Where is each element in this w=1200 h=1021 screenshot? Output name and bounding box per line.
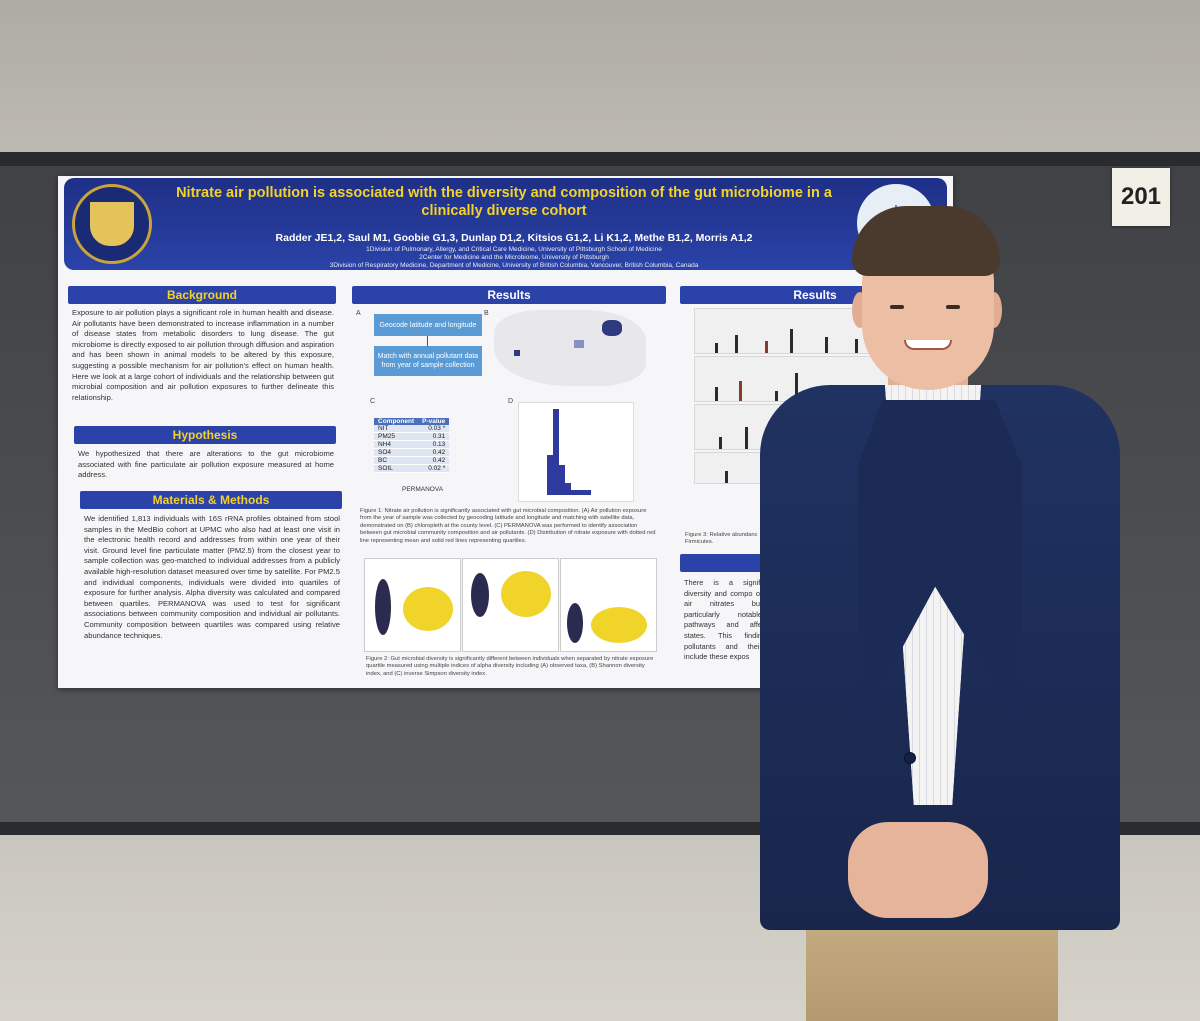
- flow-step-geocode: Geocode latitude and longitude: [374, 314, 482, 336]
- wall: [0, 0, 1200, 155]
- permanova-table: Component P-value NIT 0.03 * PM25 0.31 NH4…: [374, 418, 450, 473]
- methods-header: Materials & Methods: [80, 491, 342, 509]
- university-seal-icon: [72, 184, 152, 264]
- background-header: Background: [68, 286, 336, 304]
- flow-step-match: Match with annual pollutant data from ye…: [374, 346, 482, 376]
- violin-plot-inverse-simpson: [560, 558, 657, 652]
- hair: [852, 206, 1000, 276]
- nitrate-histogram: [518, 402, 634, 502]
- us-county-choropleth-map: [494, 310, 646, 386]
- hypothesis-text: We hypothesized that there are alteratio…: [78, 449, 334, 480]
- poster-authors: Radder JE1,2, Saul M1, Goobie G1,3, Dunl…: [275, 232, 753, 244]
- figure1-panel-a-label: A: [356, 310, 361, 317]
- poster-banner: Nitrate air pollution is associated with…: [64, 178, 947, 270]
- table-row: NH4 0.13: [374, 440, 450, 449]
- methods-text: We identified 1,813 individuals with 16S…: [84, 514, 340, 640]
- permanova-caption: PERMANOVA: [402, 486, 444, 493]
- affiliation-3: 3Division of Respiratory Medicine, Depar…: [329, 262, 699, 269]
- table-row: SO4 0.42: [374, 448, 450, 457]
- board-frame: [0, 152, 1200, 166]
- table-row: PM25 0.31: [374, 432, 450, 441]
- figure1-panel-c-label: C: [370, 398, 376, 405]
- hypothesis-header: Hypothesis: [74, 426, 336, 444]
- figure3-caption: Figure 3: Relative abundanc Firmicutes.: [685, 532, 758, 546]
- poster-title: Nitrate air pollution is associated with…: [176, 185, 832, 219]
- violin-plot-observed-taxa: [364, 558, 461, 652]
- table-row: BC 0.42: [374, 456, 450, 465]
- clasped-hands: [848, 822, 988, 918]
- affiliation-1: 1Division of Pulmonary, Allergy, and Cri…: [366, 246, 662, 253]
- table-header-component: Component: [374, 418, 419, 425]
- table-row: NIT 0.03 *: [374, 425, 450, 433]
- left-eye: [890, 305, 904, 309]
- board-number-sign: 201: [1112, 168, 1170, 226]
- affiliation-2: 2Center for Medicine and the Microbiome,…: [419, 254, 609, 261]
- figure2-caption: Figure 2: Gut microbial diversity is sig…: [366, 656, 654, 677]
- background-text: Exposure to air pollution plays a signif…: [72, 308, 334, 402]
- table-row: SOIL 0.02 *: [374, 464, 450, 473]
- violin-plot-shannon: [462, 558, 559, 652]
- jacket-button-icon: [904, 752, 916, 764]
- figure1-caption: Figure 1: Nitrate air pollution is signi…: [360, 508, 656, 544]
- flow-arrow: [427, 336, 428, 346]
- conclusion-header: [680, 554, 762, 572]
- table-header-pvalue: P-value: [418, 418, 450, 425]
- results-header: Results: [352, 286, 666, 304]
- conclusion-text: There is a signifi diversity and compo o…: [684, 578, 762, 662]
- right-eye: [946, 305, 960, 309]
- figure1-panel-b-label: B: [484, 310, 489, 317]
- figure1-panel-d-label: D: [508, 398, 514, 405]
- smile: [904, 340, 952, 350]
